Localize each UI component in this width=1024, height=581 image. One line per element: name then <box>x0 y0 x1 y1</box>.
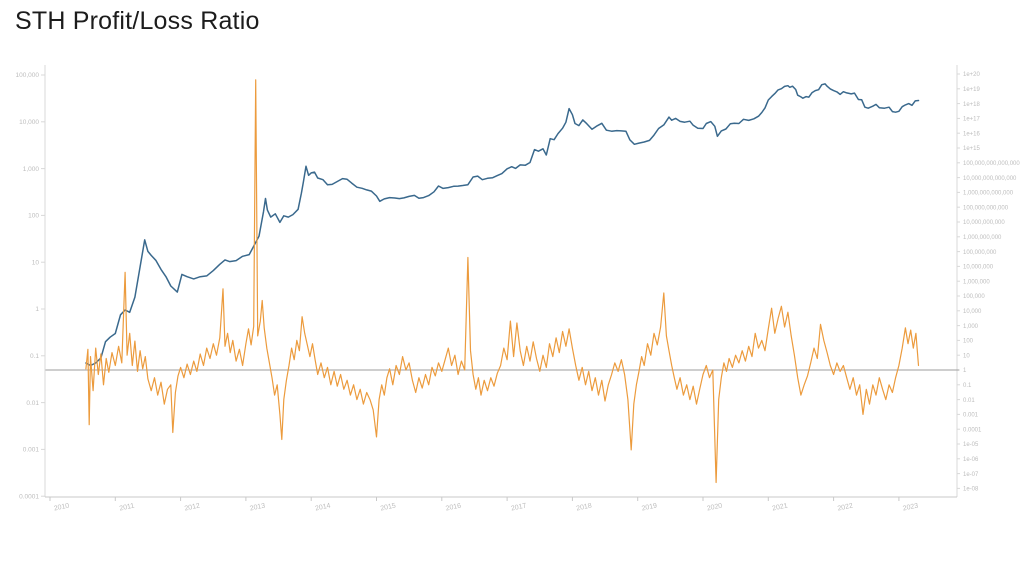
blue-line-series <box>85 83 920 367</box>
x-axis-tick-label: 2013 <box>249 502 266 512</box>
right-axis-tick-label: 10 <box>963 353 970 359</box>
right-axis-tick-label: 1e+19 <box>963 87 981 93</box>
right-axis-tick-label: 100,000,000,000,000 <box>963 161 1020 167</box>
right-axis-tick-label: 100,000 <box>963 294 985 300</box>
right-axis-tick-label: 10,000,000 <box>963 265 994 271</box>
x-axis-tick-label: 2020 <box>706 502 723 512</box>
left-axis-tick-label: 10 <box>32 259 40 266</box>
right-axis-tick-label: 10,000,000,000 <box>963 220 1005 226</box>
x-axis-tick-label: 2018 <box>576 502 593 512</box>
left-axis-tick-label: 0.001 <box>23 447 40 454</box>
right-axis-labels: 1e+20 1e+19 1e+18 1e+17 1e+16 1e+15 100,000,00… <box>951 72 1020 493</box>
right-axis-tick-label: 1e+15 <box>963 146 981 152</box>
left-axis-tick-label: 0.01 <box>26 400 39 407</box>
right-axis-tick-label: 1e+16 <box>963 131 981 137</box>
right-axis-tick-label: 100,000,000,000 <box>963 205 1009 211</box>
x-axis-tick-label: 2010 <box>53 502 70 512</box>
left-axis-labels: 100,000 10,000 1,000 100 10 1 0.1 0.01 0.001 0.00… <box>16 72 45 500</box>
x-axis-tick-label: 2012 <box>184 502 201 512</box>
x-axis-tick-label: 2019 <box>641 502 658 512</box>
right-axis-tick-label: 1e-06 <box>963 457 979 463</box>
x-axis-tick-label: 2017 <box>510 502 527 512</box>
axes <box>44 65 958 498</box>
x-axis-tick-label: 2015 <box>380 502 397 512</box>
left-axis-tick-label: 100 <box>28 213 39 220</box>
right-axis-tick-label: 1e+17 <box>963 117 981 123</box>
right-axis-tick-label: 0.001 <box>963 413 979 419</box>
left-axis-tick-label: 1 <box>35 306 39 313</box>
right-axis-tick-label: 1,000,000,000 <box>963 235 1002 241</box>
right-axis-tick-label: 1,000,000 <box>963 279 990 285</box>
x-axis-tick-label: 2023 <box>902 502 919 512</box>
orange-line-series <box>85 79 920 484</box>
right-axis-tick-label: 0.1 <box>963 383 972 389</box>
right-axis-tick-label: 1e-05 <box>963 442 979 448</box>
right-axis-tick-label: 100,000,000 <box>963 250 997 256</box>
page-title: STH Profit/Loss Ratio <box>15 7 260 35</box>
right-axis-tick-label: 1e-07 <box>963 472 979 478</box>
right-axis-tick-label: 10,000 <box>963 309 982 315</box>
right-axis-tick-label: 1 <box>963 368 967 374</box>
x-axis-tick-label: 2016 <box>445 502 462 512</box>
right-axis-tick-label: 10,000,000,000,000 <box>963 176 1017 182</box>
right-axis-tick-label: 1e+20 <box>963 72 981 78</box>
right-axis-tick-label: 1e+18 <box>963 102 981 108</box>
left-axis-tick-label: 1,000 <box>23 166 40 173</box>
right-axis-tick-label: 1e-08 <box>963 487 979 493</box>
left-axis-tick-label: 0.1 <box>30 353 39 360</box>
right-axis-tick-label: 1,000 <box>963 324 979 330</box>
x-axis-tick-label: 2014 <box>315 502 332 512</box>
x-axis-tick-label: 2011 <box>119 503 135 513</box>
x-axis-tick-label: 2021 <box>772 502 789 512</box>
right-axis-tick-label: 0.0001 <box>963 427 982 433</box>
right-axis-tick-label: 100 <box>963 339 974 345</box>
left-axis-tick-label: 100,000 <box>16 72 40 79</box>
x-axis-labels: 2010 2011 2012 2013 2014 2015 2016 2017 2018 2019… <box>49 497 919 513</box>
right-axis-tick-label: 1,000,000,000,000 <box>963 191 1014 197</box>
left-axis-tick-label: 0.0001 <box>19 493 39 500</box>
left-axis-tick-label: 10,000 <box>19 119 39 126</box>
right-axis-tick-label: 0.01 <box>963 398 975 404</box>
x-axis-tick-label: 2022 <box>837 502 854 512</box>
